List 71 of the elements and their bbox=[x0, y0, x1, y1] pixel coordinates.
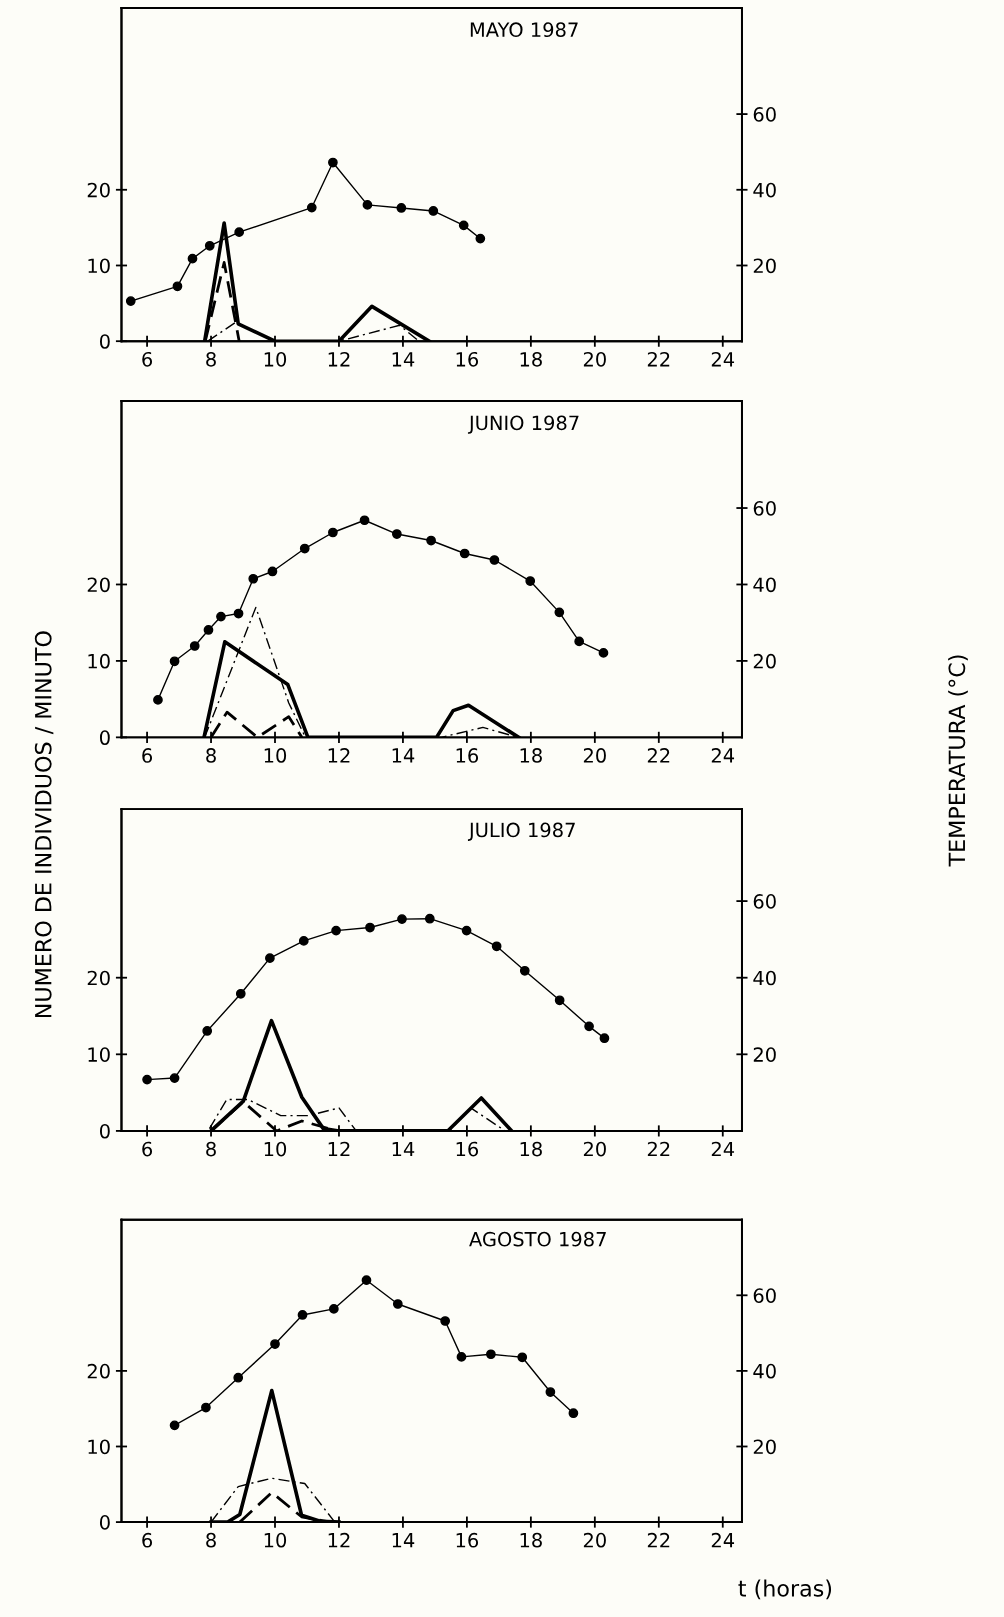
y2-tick-label: 20 bbox=[753, 258, 776, 274]
y2-tick-label: 40 bbox=[753, 970, 776, 986]
y2-tick-label: 60 bbox=[753, 107, 776, 122]
x-tick-label: 14 bbox=[392, 1533, 415, 1548]
x-tick-label: 12 bbox=[328, 748, 350, 763]
x-tick-label: 16 bbox=[456, 748, 479, 763]
x-tick-label: 6 bbox=[142, 748, 153, 763]
y-tick-label: 0 bbox=[99, 334, 110, 349]
x-tick-label: 10 bbox=[264, 1141, 287, 1157]
y-tick-label: 0 bbox=[99, 1123, 110, 1139]
x-tick-label: 18 bbox=[520, 748, 542, 763]
x-tick-label: 6 bbox=[142, 351, 153, 367]
x-tick-label: 18 bbox=[520, 1141, 542, 1157]
y2-axis-title: TEMPERATURA (°C) bbox=[948, 655, 968, 867]
text: AGOSTO 1987 bbox=[469, 1231, 606, 1247]
y2-tick-label: 60 bbox=[753, 1288, 776, 1303]
x-tick-label: 10 bbox=[264, 351, 287, 367]
x-tick-label: 10 bbox=[264, 748, 287, 763]
x-tick-label: 20 bbox=[583, 351, 606, 367]
y-tick-label: 10 bbox=[88, 258, 110, 274]
y-axis-title: NUMERO DE INDIVIDUOS / MINUTO bbox=[34, 631, 54, 1018]
x-tick-label: 8 bbox=[206, 1141, 216, 1157]
x-tick-label: 24 bbox=[711, 351, 735, 367]
y2-tick-label: 40 bbox=[753, 577, 776, 593]
x-tick-label: 18 bbox=[520, 1532, 542, 1548]
x-tick-label: 14 bbox=[392, 1141, 415, 1157]
y-tick-label: 20 bbox=[87, 970, 110, 986]
x-tick-label: 22 bbox=[647, 1141, 670, 1157]
x-tick-label: 22 bbox=[647, 351, 670, 367]
y2-tick-label: 60 bbox=[753, 500, 776, 516]
x-tick-label: 10 bbox=[264, 1532, 287, 1548]
x-tick-label: 20 bbox=[583, 1532, 606, 1548]
x-tick-label: 8 bbox=[206, 1532, 216, 1548]
y-tick-label: 0 bbox=[99, 1515, 110, 1530]
x-tick-label: 8 bbox=[206, 351, 216, 367]
y-tick-label: 20 bbox=[87, 577, 110, 593]
x-tick-label: 16 bbox=[456, 1532, 479, 1548]
x-tick-label: 14 bbox=[392, 352, 415, 367]
y-tick-label: 20 bbox=[87, 1363, 110, 1379]
y2-tick-label: 40 bbox=[753, 1363, 776, 1379]
x-tick-label: 22 bbox=[647, 748, 670, 763]
x-tick-label: 16 bbox=[456, 1141, 479, 1157]
x-tick-label: 12 bbox=[328, 1532, 350, 1548]
y2-tick-label: 20 bbox=[753, 1047, 776, 1062]
x-tick-label: 8 bbox=[206, 748, 216, 763]
x-tick-label: 16 bbox=[456, 351, 479, 367]
x-tick-label: 24 bbox=[711, 1141, 735, 1157]
y-tick-label: 10 bbox=[88, 1439, 110, 1455]
text: MAYO 1987 bbox=[470, 22, 578, 38]
y-tick-label: 0 bbox=[99, 730, 110, 746]
y2-tick-label: 20 bbox=[753, 1439, 776, 1455]
x-tick-label: 20 bbox=[583, 1141, 606, 1157]
y-tick-label: 10 bbox=[88, 653, 110, 669]
x-tick-label: 22 bbox=[647, 1532, 670, 1548]
text: JULIO 1987 bbox=[467, 822, 575, 841]
x-tick-label: 12 bbox=[328, 1141, 350, 1157]
x-tick-label: 24 bbox=[711, 1532, 735, 1548]
x-tick-label: 14 bbox=[392, 748, 415, 763]
x-tick-label: 12 bbox=[328, 351, 350, 367]
y2-tick-label: 60 bbox=[753, 894, 776, 909]
x-axis-title: t (horas) bbox=[738, 1579, 832, 1600]
x-tick-label: 6 bbox=[142, 1141, 153, 1157]
y2-tick-label: 40 bbox=[753, 182, 776, 198]
x-tick-label: 6 bbox=[142, 1532, 153, 1548]
text: JUNIO 1987 bbox=[467, 415, 579, 434]
x-tick-label: 18 bbox=[520, 351, 542, 367]
y-tick-label: 20 bbox=[87, 182, 110, 198]
x-tick-label: 24 bbox=[711, 748, 735, 763]
y-tick-label: 10 bbox=[88, 1047, 110, 1062]
y2-tick-label: 20 bbox=[753, 653, 776, 669]
x-tick-label: 20 bbox=[583, 748, 606, 763]
